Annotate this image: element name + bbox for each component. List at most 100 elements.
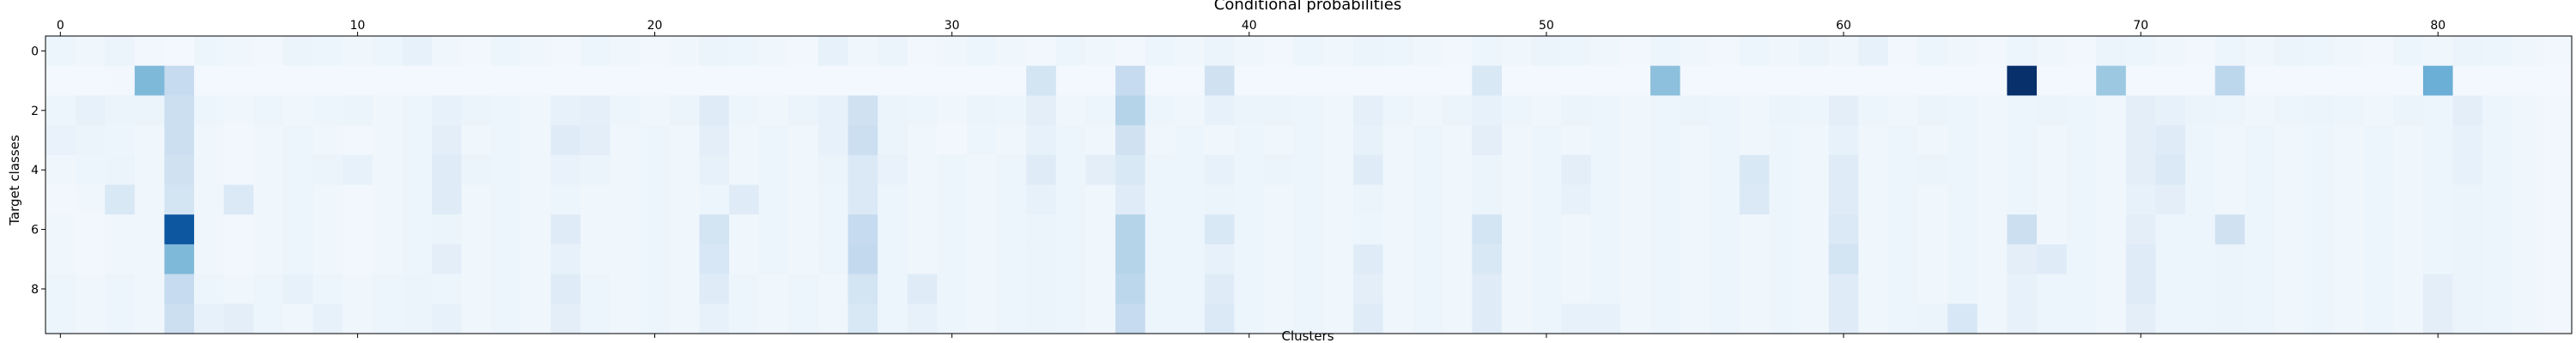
heatmap-cell [2363,36,2394,67]
heatmap-cell [1413,95,1443,126]
y-tick-label: 6 [31,224,39,238]
heatmap-cell [1739,36,1771,67]
heatmap-cell [134,95,166,126]
heatmap-cell [1234,184,1265,215]
heatmap-cell [1442,304,1473,334]
heatmap-cell [1947,214,1978,245]
heatmap-cell [2422,304,2454,334]
heatmap-cell [2066,214,2097,245]
heatmap-cell [431,154,463,186]
heatmap-cell [1947,244,1978,275]
heatmap-cell [1739,274,1771,304]
heatmap-cell [2245,244,2275,275]
heatmap-cell [2274,274,2306,304]
heatmap-cell [699,304,730,334]
heatmap-cell [1947,95,1978,126]
heatmap-cell [2066,154,2097,186]
heatmap-cell [1472,274,1503,304]
heatmap-cell [2125,65,2157,96]
heatmap-cell [491,154,522,186]
heatmap-cell [1561,95,1592,126]
heatmap-cell [817,154,849,186]
heatmap-cell [2185,214,2216,245]
heatmap-cell [1561,274,1592,304]
heatmap-cell [46,214,76,245]
heatmap-cell [2542,244,2573,275]
heatmap-cell [1055,36,1087,67]
heatmap-cell [134,36,166,67]
heatmap-cell [937,36,968,67]
heatmap-cell [1799,274,1830,304]
heatmap-cell [1650,65,1681,96]
heatmap-cell [2096,36,2127,67]
heatmap-cell [1590,214,1622,245]
heatmap-cell [1234,65,1265,96]
x-tick-label: 30 [945,19,960,33]
heatmap-cell [2007,304,2038,334]
heatmap-cell [907,95,938,126]
heatmap-cell [2363,65,2394,96]
heatmap-cell [105,244,136,275]
heatmap-cell [2334,154,2365,186]
heatmap-cell [1680,125,1710,156]
heatmap-cell [2155,95,2186,126]
heatmap-cell [580,214,611,245]
heatmap-cell [996,95,1027,126]
heatmap-cell [996,154,1027,186]
heatmap-cell [1858,65,1889,96]
heatmap-cell [1799,95,1830,126]
heatmap-cell [1442,154,1473,186]
heatmap-cell [1026,214,1057,245]
heatmap-cell [2542,65,2573,96]
heatmap-cell [788,65,819,96]
heatmap-cell [105,65,136,96]
heatmap-cell [1561,304,1592,334]
heatmap-cell [1501,65,1533,96]
heatmap-cell [1175,36,1206,67]
heatmap-cell [1472,125,1503,156]
heatmap-cell [2334,36,2365,67]
heatmap-cell [2482,214,2513,245]
heatmap-cell [966,36,998,67]
heatmap-cell [1977,154,2008,186]
heatmap-cell [2245,274,2275,304]
heatmap-cell [1472,95,1503,126]
heatmap-cell [1531,65,1562,96]
heatmap-cell [2452,65,2483,96]
heatmap-cell [1561,36,1592,67]
heatmap-cell [2185,154,2216,186]
x-tick-label: 0 [57,19,64,33]
heatmap-cell [996,65,1027,96]
heatmap-cell [1055,125,1087,156]
heatmap-cell [1026,244,1057,275]
heatmap-cell [1085,125,1116,156]
heatmap-cell [343,125,374,156]
heatmap-cell [907,244,938,275]
heatmap-cell [2185,274,2216,304]
heatmap-cell [283,274,314,304]
heatmap-cell [2393,244,2424,275]
heatmap-cell [610,274,641,304]
heatmap-cell [1887,244,1919,275]
heatmap-cell [372,95,403,126]
heatmap-cell [283,244,314,275]
heatmap-cell [966,274,998,304]
heatmap-cell [1472,65,1503,96]
heatmap-cell [1264,244,1295,275]
heatmap-cell [1145,154,1176,186]
heatmap-cell [996,244,1027,275]
heatmap-cell [907,65,938,96]
heatmap-cell [996,304,1027,334]
heatmap-cell [1828,214,1859,245]
heatmap-cell [2363,154,2394,186]
heatmap-cell [1264,274,1295,304]
x-tick-label: 40 [1242,19,1257,33]
heatmap-cell [550,274,581,304]
heatmap-cell [491,95,522,126]
heatmap-cell [1977,244,2008,275]
heatmap-cell [1442,36,1473,67]
heatmap-cell [1680,154,1710,186]
heatmap-cell [2185,36,2216,67]
heatmap-cell [1917,65,1948,96]
heatmap-cell [313,36,343,67]
